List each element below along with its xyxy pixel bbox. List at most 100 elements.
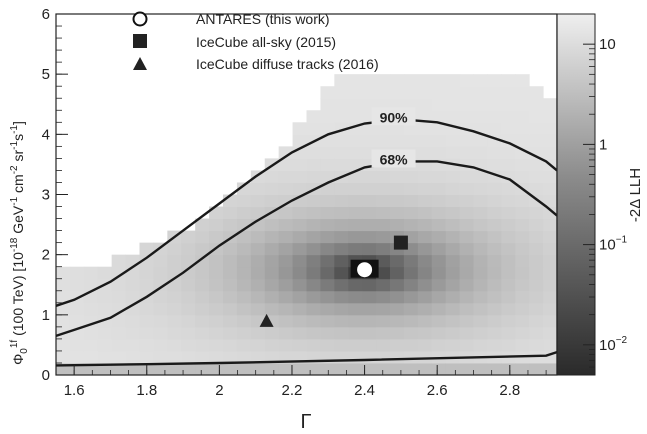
heatmap-cell (56, 302, 71, 316)
heatmap-cell (306, 314, 321, 328)
heatmap-cell (278, 266, 294, 280)
heatmap-cell (487, 110, 502, 123)
heatmap-cell (515, 314, 530, 328)
heatmap-cell (417, 338, 433, 352)
heatmap-cell (306, 362, 321, 375)
x-axis-title: Γ (300, 411, 311, 433)
heatmap-cell (292, 326, 307, 340)
legend: ANTARES (this work) IceCube all-sky (201… (132, 11, 379, 72)
colorbar-ticks: 10 1 10−1 10−2 (583, 13, 628, 376)
heatmap-cell (292, 158, 307, 171)
heatmap-cell (501, 314, 516, 328)
heatmap-cell (306, 122, 321, 135)
heatmap-cell (501, 146, 516, 159)
heatmap-cell (306, 242, 321, 256)
heatmap-cell (56, 278, 71, 292)
heatmap-cell (515, 122, 530, 135)
heatmap-cell (348, 146, 363, 159)
heatmap-cell (278, 362, 294, 375)
heatmap-cell (403, 254, 419, 268)
heatmap-cell (403, 338, 419, 352)
heatmap-cell (125, 266, 140, 280)
heatmap-cell (515, 170, 530, 183)
heatmap-cell (459, 278, 474, 292)
heatmap-cell (236, 338, 252, 352)
heatmap-cell (264, 350, 280, 364)
y-axis-symbol: Φ (10, 354, 26, 365)
heatmap-cell (417, 98, 433, 111)
heatmap-cell (487, 266, 502, 280)
y-tick-label: 0 (42, 367, 50, 384)
heatmap-cell (431, 122, 447, 135)
heatmap-cell (487, 194, 502, 208)
heatmap-cell (403, 314, 419, 328)
heatmap-cell (334, 362, 349, 375)
colorbar-tick-label: 1 (599, 136, 607, 153)
heatmap-cell (236, 314, 252, 328)
heatmap-cell (83, 350, 99, 364)
heatmap-cell (125, 362, 140, 375)
heatmap-cell (431, 146, 447, 159)
contour-label-90pct: 90% (380, 109, 409, 125)
heatmap-cell (417, 206, 433, 220)
heatmap-cell (250, 302, 266, 316)
heatmap-cell (376, 362, 391, 375)
heatmap-cell (153, 278, 168, 292)
heatmap-cell (417, 242, 433, 256)
heatmap-cell (515, 266, 530, 280)
heatmap-cell (111, 314, 127, 328)
contour-label-bg (371, 107, 416, 126)
heatmap-cell (236, 182, 252, 195)
heatmap-cell (515, 134, 530, 147)
y-axis-rest: (100 TeV) [10 (10, 252, 26, 340)
heatmap-cell (515, 326, 530, 340)
heatmap-cell (459, 242, 474, 256)
heatmap-cell (390, 74, 405, 87)
heatmap-cell (445, 278, 461, 292)
heatmap-cell (306, 158, 321, 171)
heatmap-cell (348, 134, 363, 147)
heatmap-cell (292, 122, 307, 135)
contour-68pct-upper (56, 160, 557, 338)
heatmap-cell (209, 230, 224, 244)
heatmap-cell (487, 338, 502, 352)
y-axis-exp2: -1 (9, 196, 20, 205)
heatmap-cell (459, 326, 474, 340)
heatmap-cell (501, 182, 516, 195)
heatmap-cell (376, 314, 391, 328)
heatmap-cell (501, 158, 516, 171)
heatmap-cell (431, 194, 447, 208)
heatmap-cell (362, 242, 377, 256)
heatmap-cell (292, 230, 307, 244)
heatmap-cell (97, 338, 113, 352)
heatmap-cell (376, 206, 391, 220)
heatmap-cell (403, 362, 419, 375)
heatmap-cell (445, 206, 461, 220)
heatmap-cell (473, 290, 488, 304)
heatmap-cell (543, 170, 557, 183)
heatmap-cell (278, 326, 294, 340)
heatmap-cell (334, 98, 349, 111)
heatmap-cell (334, 146, 349, 159)
heatmap-cell (153, 314, 168, 328)
heatmap-cell (501, 230, 516, 244)
heatmap-cell (431, 242, 447, 256)
heatmap-cell (209, 266, 224, 280)
heatmap-cell (223, 266, 238, 280)
heatmap-cell (459, 338, 474, 352)
heatmap-cell (125, 350, 140, 364)
heatmap-cell (97, 350, 113, 364)
heatmap-cell (292, 134, 307, 147)
heatmap-cell (223, 206, 238, 220)
heatmap-cell (417, 290, 433, 304)
data-markers (259, 235, 408, 327)
heatmap-cell (376, 338, 391, 352)
heatmap-cell (195, 302, 210, 316)
heatmap-cell (334, 206, 349, 220)
heatmap-cell (417, 134, 433, 147)
colorbar-tick-label: 10−1 (599, 235, 628, 254)
heatmap-cell (362, 278, 377, 292)
heatmap-cell (487, 242, 502, 256)
heatmap-cell (445, 302, 461, 316)
heatmap-cell (209, 350, 224, 364)
